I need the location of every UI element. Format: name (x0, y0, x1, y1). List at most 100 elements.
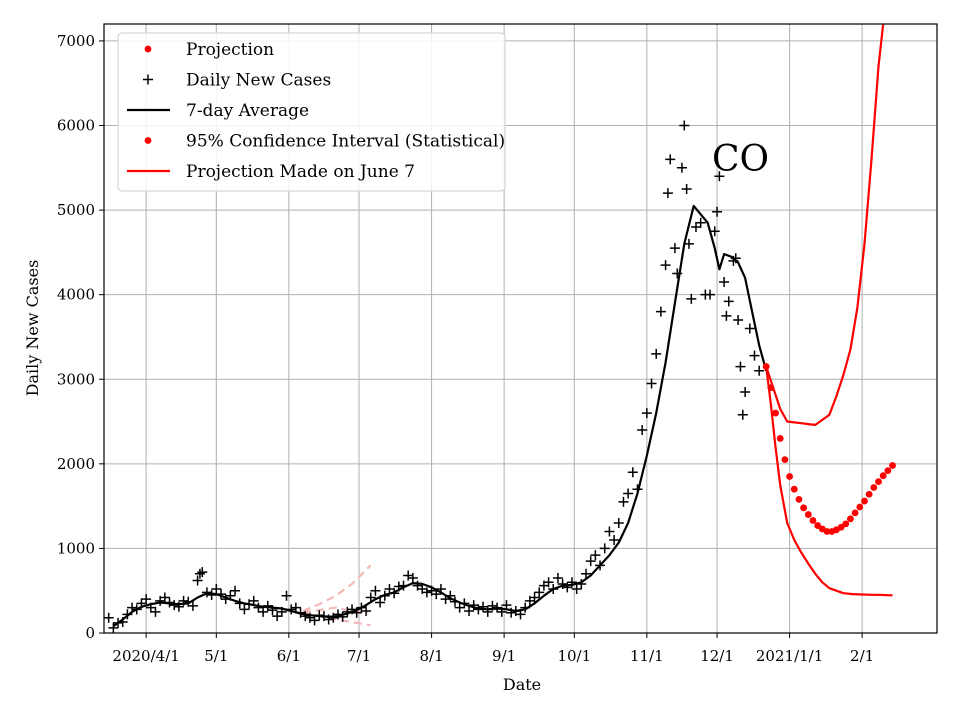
projection-point (875, 478, 882, 485)
chart-annotation: CO (712, 139, 769, 180)
daily-case-point (384, 584, 395, 595)
daily-case-point (468, 600, 479, 611)
projection-point (879, 472, 887, 480)
y-axis: 0 1000 2000 3000 4000 5000 6000 7000 (57, 32, 104, 642)
projection-point (861, 497, 868, 505)
y-tick-label: 5000 (57, 201, 95, 219)
projection-point (851, 509, 859, 517)
projection-point (762, 363, 770, 370)
daily-case-point (211, 584, 222, 595)
y-tick-label: 3000 (57, 370, 95, 388)
legend-box (117, 32, 506, 192)
daily-case-point (407, 573, 418, 584)
x-tick-label: 2021/1/1 (756, 647, 823, 665)
daily-case-point (669, 243, 680, 254)
daily-case-point (403, 570, 414, 581)
legend-item-projection-made-on-june-7: Projection Made on June 7 (127, 162, 415, 182)
legend: Projection Daily New Cases 7-day Average 95… (117, 32, 506, 192)
daily-case-point (609, 534, 620, 545)
daily-case-point (749, 350, 760, 361)
daily-case-point (705, 289, 716, 300)
x-tick-label: 10/1 (557, 647, 591, 665)
legend-item-projection: Projection (144, 40, 274, 60)
daily-case-point (194, 568, 205, 579)
x-tick-label: 11/1 (630, 647, 664, 665)
daily-case-point (676, 162, 687, 173)
daily-case-point (744, 323, 755, 334)
legend-item-7-day-average: 7-day Average (127, 101, 309, 121)
x-axis: 2020/4/1 5/1 6/1 7/1 8/1 9/1 10/1 11/1 12/1 2021/… (112, 633, 874, 665)
daily-case-point (585, 556, 596, 567)
x-tick-label: 6/1 (277, 647, 301, 665)
daily-case-point (571, 584, 582, 595)
daily-case-point (150, 606, 161, 617)
y-axis-title: Daily New Cases (23, 260, 42, 397)
daily-case-point (590, 550, 601, 561)
legend-dot-icon (144, 45, 152, 53)
y-tick-label: 0 (85, 624, 95, 642)
projection-made-on-june-7-line (302, 611, 371, 627)
7-day-average-line (112, 204, 768, 628)
daily-case-point (735, 361, 746, 372)
y-tick-label: 4000 (57, 286, 95, 304)
daily-case-point (300, 611, 311, 622)
daily-case-point (159, 592, 170, 603)
legend-label: Daily New Cases (186, 71, 331, 91)
daily-case-point (733, 315, 744, 326)
projection-point (870, 484, 878, 491)
daily-case-point (646, 378, 657, 389)
daily-case-point (365, 592, 376, 603)
projection-point (795, 495, 803, 503)
daily-case-point (681, 183, 692, 194)
daily-case-point (721, 310, 732, 321)
daily-case-point (192, 575, 203, 586)
projection-point (865, 490, 873, 498)
daily-case-point (695, 217, 706, 228)
projection-made-on-june-7-line (302, 606, 369, 614)
daily-case-point (686, 293, 697, 304)
projection-point (790, 485, 798, 493)
series-projection-made-on-june-7 (302, 611, 371, 627)
daily-case-point (562, 582, 573, 593)
daily-case-point (552, 573, 563, 584)
daily-case-point (290, 602, 301, 613)
x-tick-label: 9/1 (492, 647, 516, 665)
daily-case-point (543, 577, 554, 588)
series-projection-made-on-june-7 (302, 564, 372, 613)
daily-case-point (618, 496, 629, 507)
daily-case-point (679, 120, 690, 131)
daily-case-point (141, 594, 152, 605)
legend-plus-icon (143, 74, 153, 85)
projection-point (804, 511, 812, 518)
series-projection (762, 363, 896, 535)
x-axis-title: Date (503, 675, 541, 694)
series-7-day-average (112, 204, 768, 628)
legend-label: Projection (186, 40, 274, 60)
daily-case-point (714, 171, 725, 182)
projection-point (776, 435, 784, 442)
daily-case-point (187, 600, 198, 611)
daily-case-point (478, 601, 489, 612)
daily-case-point (690, 222, 701, 232)
daily-case-point (309, 615, 320, 626)
daily-case-point (258, 606, 269, 617)
x-tick-label: 2020/4/1 (112, 647, 179, 665)
daily-case-point (375, 597, 386, 608)
series-layer (104, 24, 896, 633)
daily-case-point (464, 606, 475, 617)
daily-case-point (581, 568, 592, 579)
daily-case-point (361, 606, 372, 617)
daily-case-point (104, 612, 114, 623)
projection-point (800, 504, 808, 512)
legend-item-95-confidence-interval-statistical: 95% Confidence Interval (Statistical) (144, 132, 505, 152)
y-tick-label: 7000 (57, 32, 95, 50)
daily-case-point (421, 587, 432, 598)
daily-case-point (599, 543, 610, 554)
daily-case-point (665, 154, 676, 165)
projection-point (837, 523, 845, 531)
daily-case-point (709, 226, 720, 237)
projection-point (889, 462, 896, 469)
y-tick-label: 6000 (57, 117, 95, 135)
daily-case-point (604, 526, 615, 537)
